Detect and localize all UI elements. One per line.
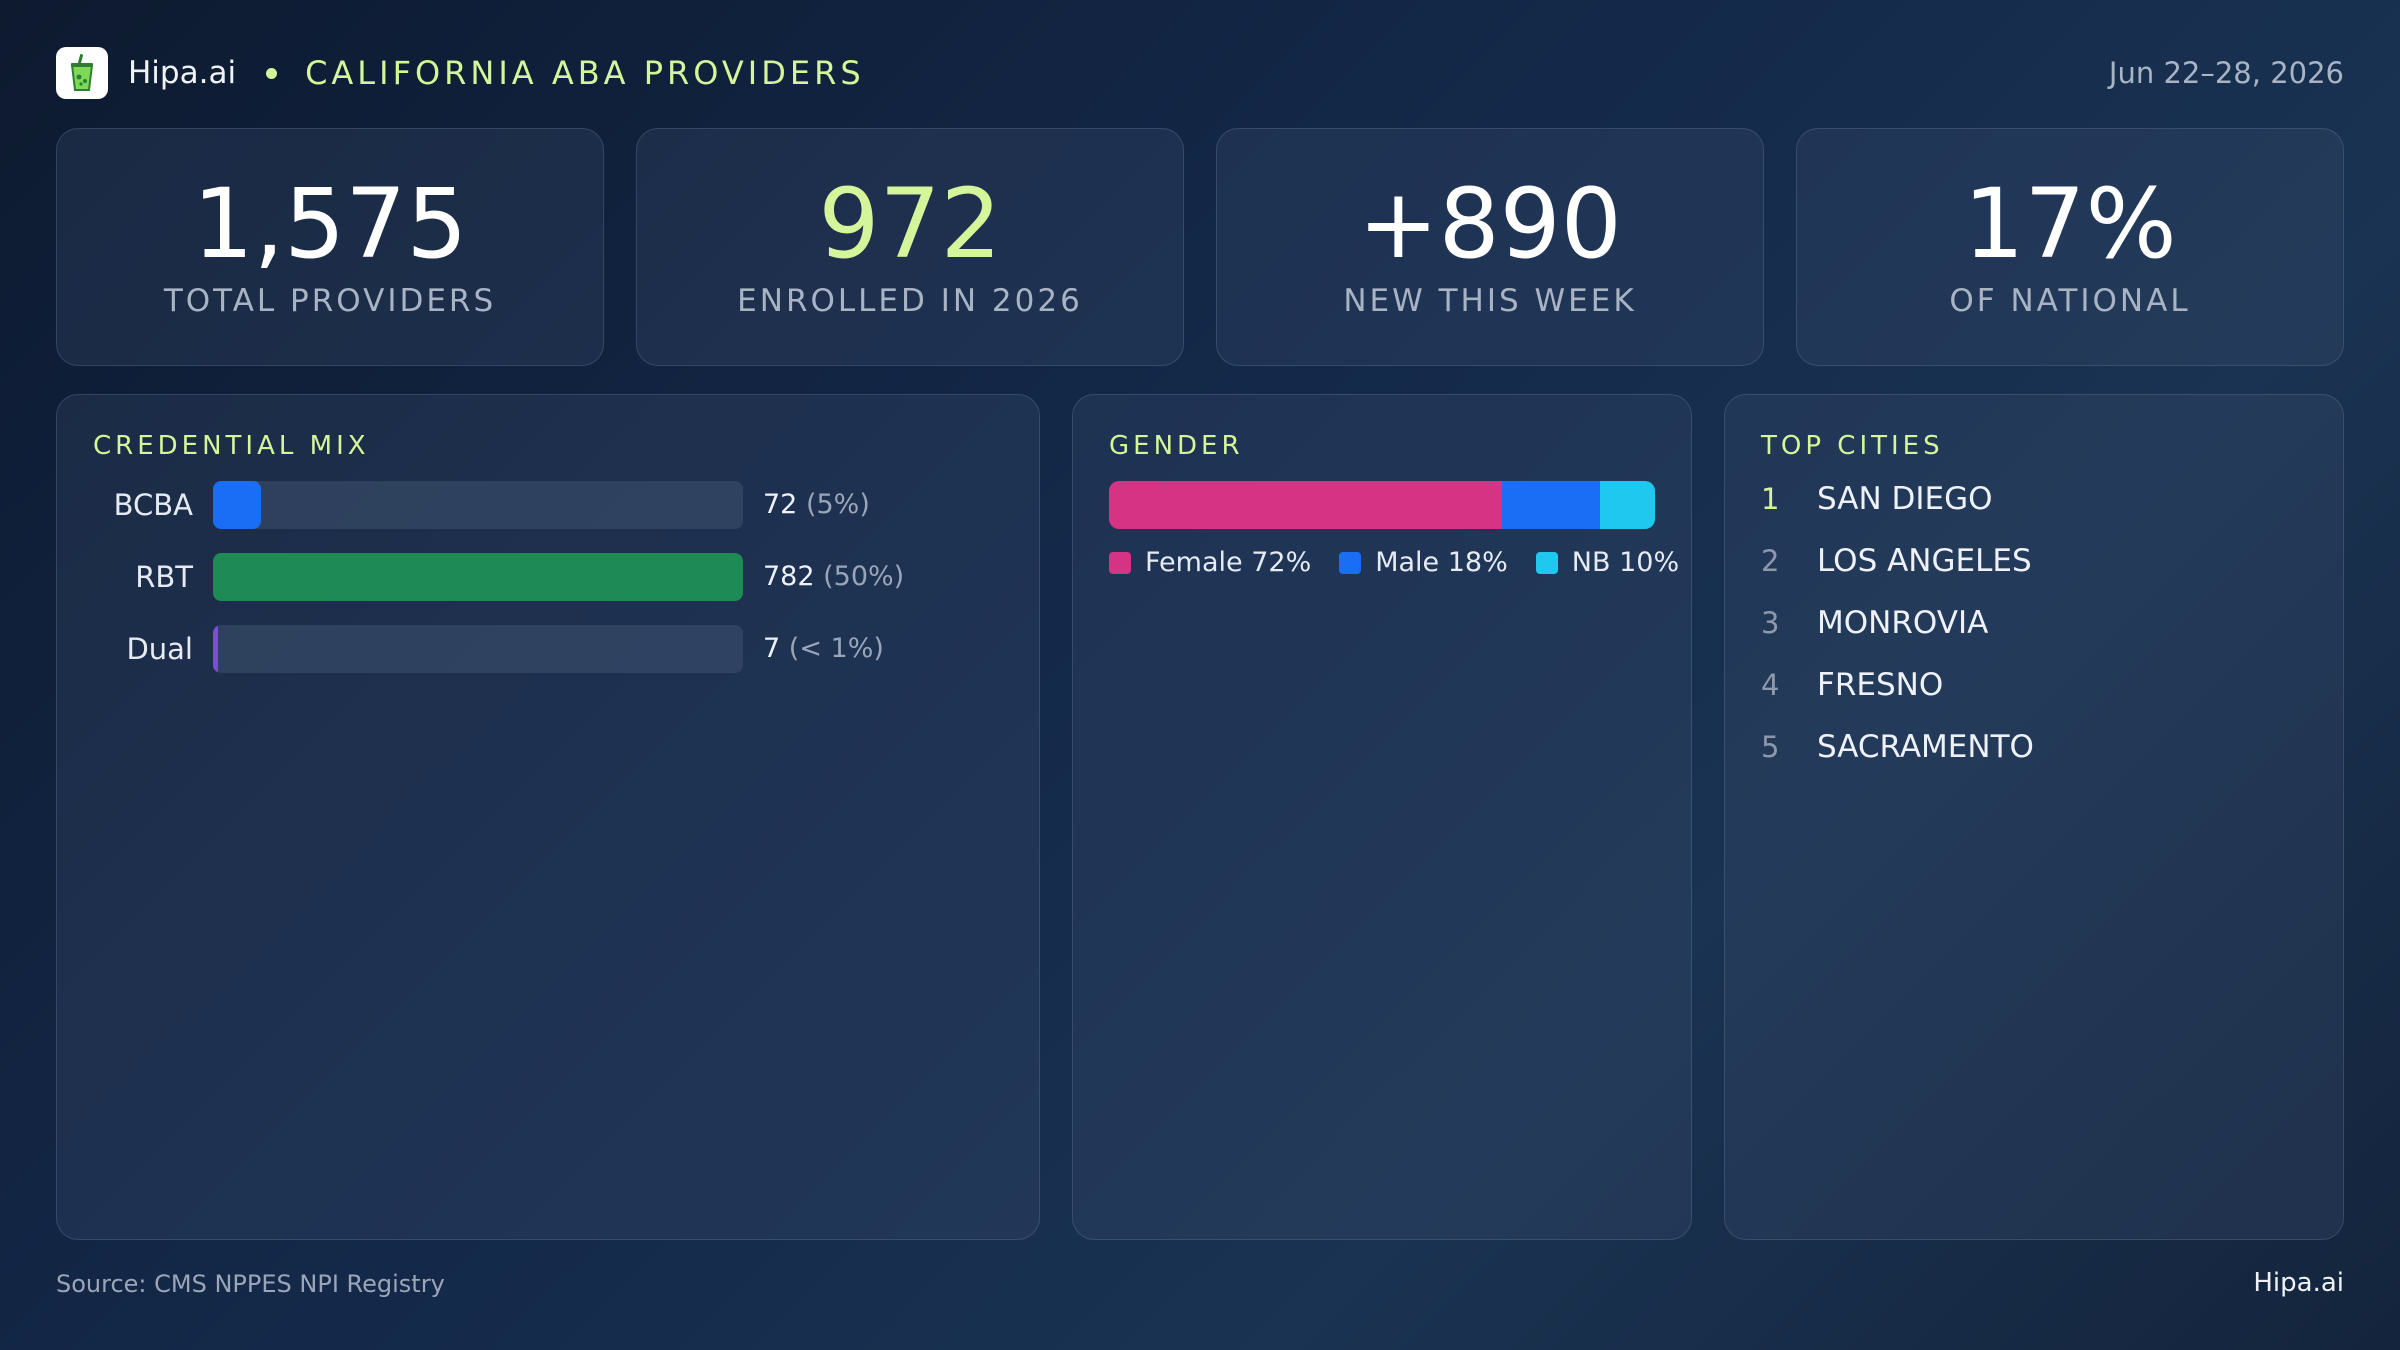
city-rank: 4 [1761,668,1780,702]
source-note: Source: CMS NPPES NPI Registry [56,1270,445,1298]
stat-value: +890 [1358,168,1622,280]
city-item: 4 FRESNO [1761,663,2281,707]
city-name: SACRAMENTO [1817,729,2034,765]
credential-count: 72 [763,489,798,520]
top-cities-panel: TOP CITIES 1 SAN DIEGO 2 LOS ANGELES 3 M… [1724,394,2344,1240]
stat-label: NEW THIS WEEK [1343,283,1637,319]
header: Hipa.ai CALIFORNIA ABA PROVIDERS Jun 22–… [56,46,2344,100]
credential-bar-fill [213,553,743,601]
credential-value: 72 (5%) [763,481,870,529]
gender-segment-1 [1502,481,1601,529]
credential-bar-fill [213,481,261,529]
credential-label: Dual [126,632,193,666]
credential-bar-track [213,625,743,673]
stat-card-of-national: 17% OF NATIONAL [1796,128,2344,366]
legend-label: Female 72% [1145,547,1312,578]
city-name: FRESNO [1817,667,1944,703]
legend-label: Male 18% [1375,547,1508,578]
legend-swatch [1339,551,1362,574]
footer-brand: Hipa.ai [2253,1268,2344,1298]
panel-title: CREDENTIAL MIX [93,431,370,461]
city-rank: 2 [1761,544,1780,578]
stat-value: 1,575 [192,168,468,280]
credential-bar-fill [213,625,219,673]
credential-count: 782 [763,561,815,592]
city-item: 1 SAN DIEGO [1761,477,2281,521]
credential-label: BCBA [113,488,193,522]
gender-segment-0 [1109,481,1503,529]
brand-name: Hipa.ai [128,55,237,91]
stat-value: 17% [1963,168,2177,280]
stat-card-enrolled: 972 ENROLLED IN 2026 [636,128,1184,366]
city-name: MONROVIA [1817,605,1989,641]
separator-dot [266,67,278,79]
stat-label: OF NATIONAL [1949,283,2191,319]
credential-row-rbt: RBT 782 (50%) [57,553,1039,601]
credential-row-bcba: BCBA 72 (5%) [57,481,1039,529]
legend-label: NB 10% [1571,547,1680,578]
page-title: CALIFORNIA ABA PROVIDERS [305,54,865,92]
stat-value: 972 [818,168,1002,280]
credential-row-dual: Dual 7 (< 1%) [57,625,1039,673]
panel-title: TOP CITIES [1761,431,1944,461]
cup-icon [56,47,108,99]
city-name: LOS ANGELES [1817,543,2032,579]
legend-item-male: Male 18% [1339,547,1508,578]
legend-item-nb: NB 10% [1535,547,1680,578]
gender-stacked-bar [1109,481,1655,529]
city-item: 5 SACRAMENTO [1761,725,2281,769]
gender-segment-2 [1600,481,1655,529]
city-item: 3 MONROVIA [1761,601,2281,645]
credential-count: 7 [763,633,781,664]
credential-value: 782 (50%) [763,553,904,601]
stat-label: TOTAL PROVIDERS [163,283,497,319]
credential-bar-track [213,553,743,601]
gender-legend: Female 72% Male 18% NB 10% [1109,547,1707,578]
credential-value: 7 (< 1%) [763,625,884,673]
stat-card-total-providers: 1,575 TOTAL PROVIDERS [56,128,604,366]
credential-percent: (5%) [805,489,870,520]
city-item: 2 LOS ANGELES [1761,539,2281,583]
legend-item-female: Female 72% [1109,547,1311,578]
city-name: SAN DIEGO [1817,481,1993,517]
stat-label: ENROLLED IN 2026 [737,283,1083,319]
credential-label: RBT [135,560,193,594]
stat-card-new-this-week: +890 NEW THIS WEEK [1216,128,1764,366]
city-rank: 3 [1761,606,1780,640]
panel-title: GENDER [1109,431,1244,461]
credential-bar-track [213,481,743,529]
legend-swatch [1109,551,1131,574]
credential-percent: (50%) [823,561,905,592]
credential-percent: (< 1%) [788,633,884,664]
legend-swatch [1535,551,1558,574]
date-range: Jun 22–28, 2026 [2108,56,2344,90]
gender-panel: GENDER Female 72% Male 18% NB 10% [1072,394,1692,1240]
city-rank: 5 [1761,730,1780,764]
city-rank: 1 [1761,482,1780,516]
credential-mix-panel: CREDENTIAL MIX BCBA 72 (5%) RBT 782 (50%… [56,394,1040,1240]
